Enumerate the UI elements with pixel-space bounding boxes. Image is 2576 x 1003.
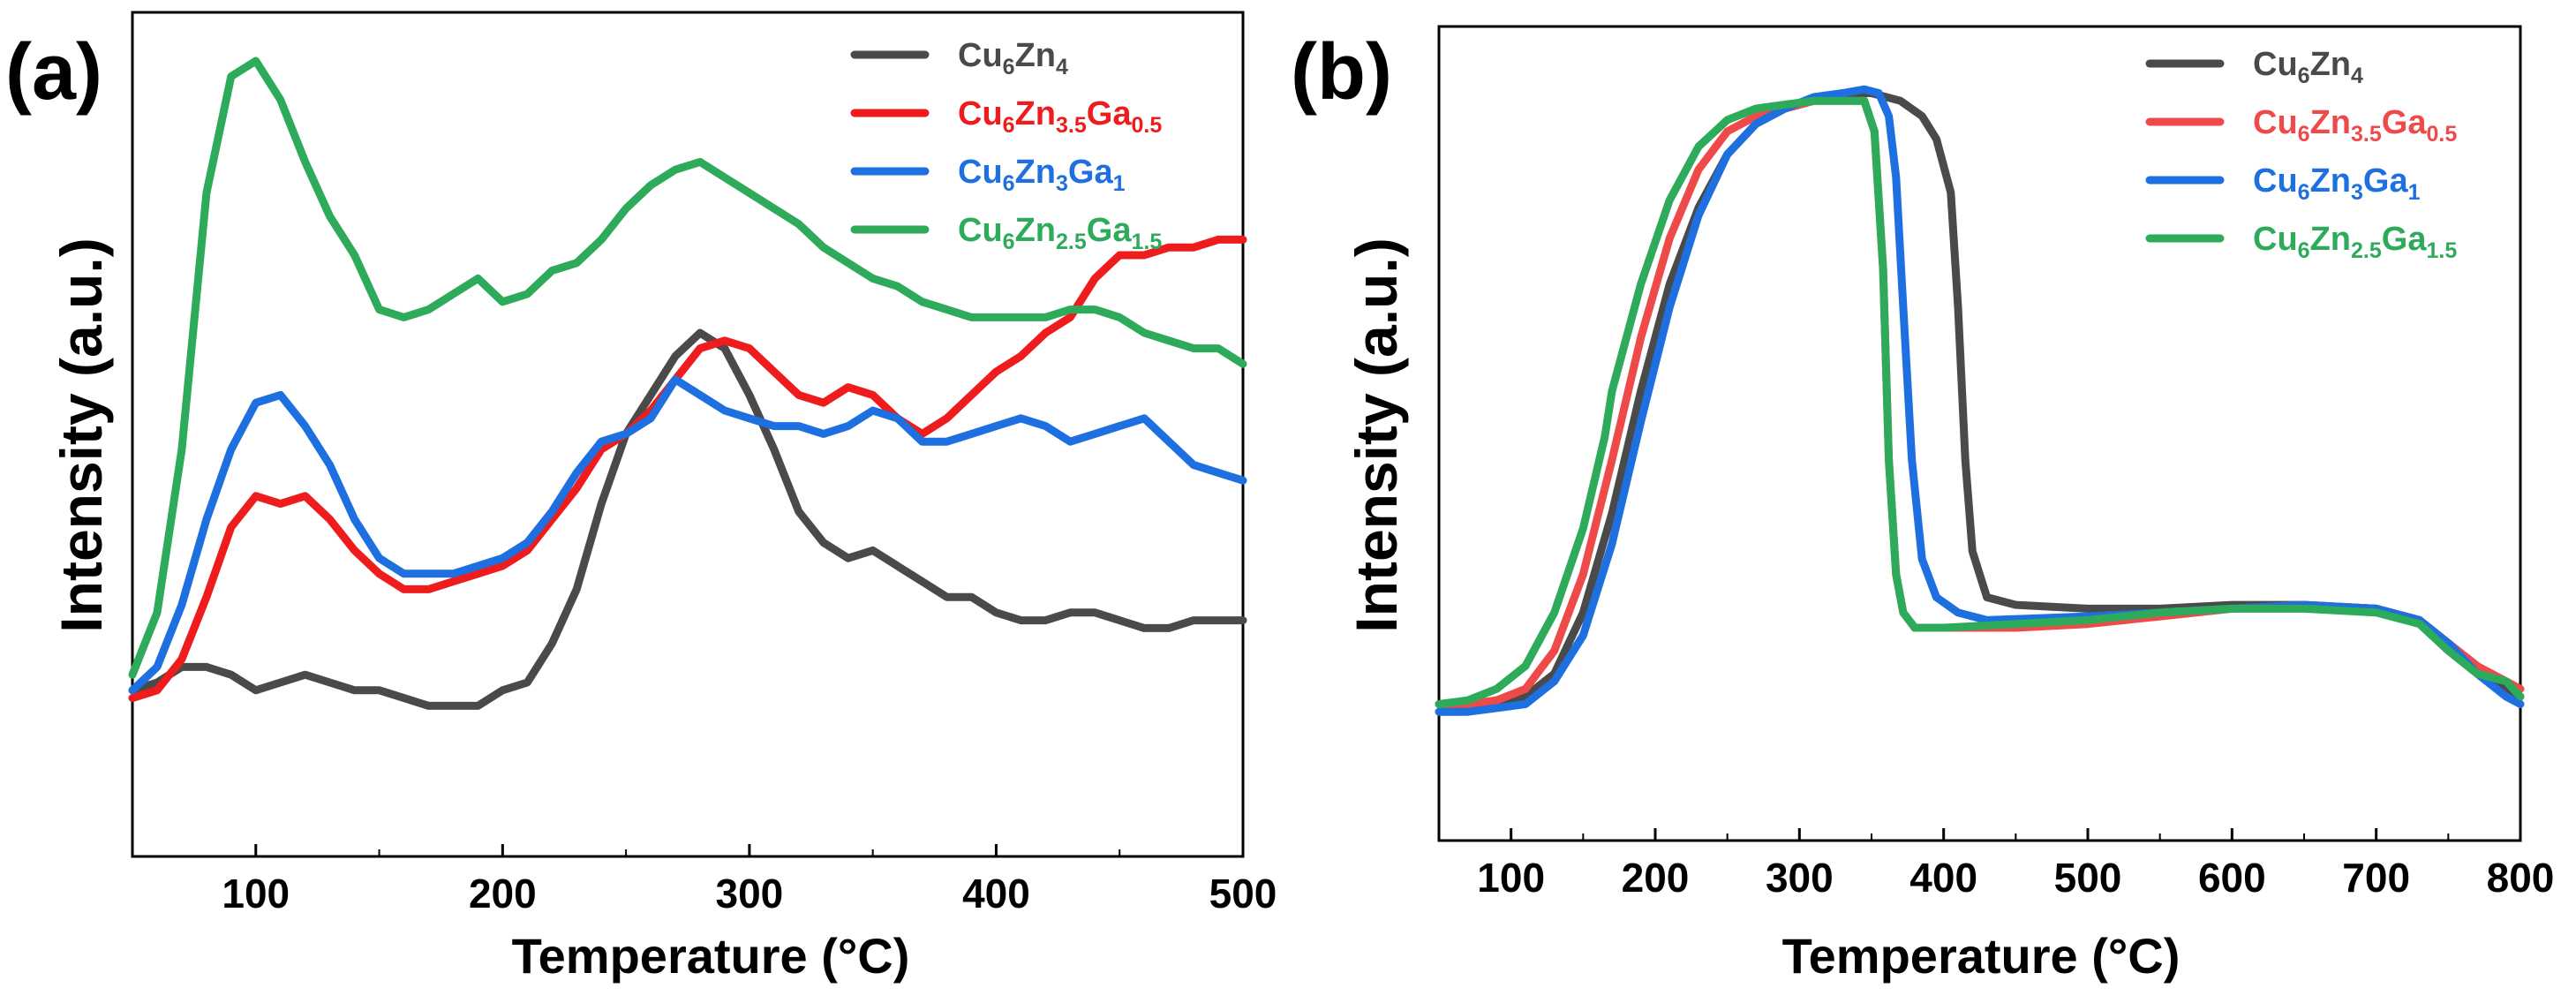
legend-label-3: Cu6Zn2.5Ga1.5 <box>958 212 1162 254</box>
panel-b-series <box>1435 85 2525 716</box>
panel-a-x-ticks: 100 200 300 400 500 <box>132 844 1277 916</box>
panel-b-y-axis-label: Intensity (a.u.) <box>1344 238 1409 632</box>
x-tick-label: 400 <box>962 871 1030 916</box>
x-tick-label: 600 <box>2198 855 2266 901</box>
series-line-1 <box>128 235 1247 703</box>
series-line-3 <box>1435 96 2525 708</box>
panel-a-plot-frame <box>131 11 1245 858</box>
series-line-2 <box>128 375 1247 695</box>
panel-a-x-axis-label: Temperature (°C) <box>512 928 910 984</box>
panel-a: (a) Intensity (a.u.) Temperature (°C) 10… <box>5 11 1277 984</box>
legend-label-0: Cu6Zn4 <box>2253 46 2363 88</box>
panel-b: (b) Intensity (a.u.) Temperature (°C) 10… <box>1291 25 2555 984</box>
x-tick-label: 500 <box>2054 855 2122 901</box>
panel-a-label: (a) <box>5 28 102 117</box>
x-tick-label: 100 <box>222 871 290 916</box>
legend-label-1: Cu6Zn3.5Ga0.5 <box>958 95 1162 138</box>
x-tick-label: 100 <box>1477 855 1545 901</box>
panel-b-label: (b) <box>1291 28 1392 117</box>
legend-label-0: Cu6Zn4 <box>958 37 1068 79</box>
panel-b-legend: Cu6Zn4 Cu6Zn3.5Ga0.5 Cu6Zn3Ga1 Cu6Zn2.5Ga1.… <box>2145 46 2457 263</box>
x-tick-label: 300 <box>716 871 784 916</box>
legend-label-2: Cu6Zn3Ga1 <box>958 154 1126 196</box>
panel-b-x-axis-label: Temperature (°C) <box>1782 928 2181 984</box>
panel-a-series <box>128 57 1247 710</box>
legend-label-2: Cu6Zn3Ga1 <box>2253 162 2421 205</box>
series-line-0 <box>128 328 1247 710</box>
x-tick-label: 800 <box>2487 855 2555 901</box>
panel-b-plot-frame <box>1437 25 2522 842</box>
panel-a-legend: Cu6Zn4 Cu6Zn3.5Ga0.5 Cu6Zn3Ga1 Cu6Zn2.5Ga1.… <box>850 37 1162 254</box>
x-tick-label: 300 <box>1766 855 1834 901</box>
legend-label-3: Cu6Zn2.5Ga1.5 <box>2253 221 2457 263</box>
panel-b-x-ticks: 100 200 300 400 500 600 700 800 <box>1438 828 2555 901</box>
legend-label-1: Cu6Zn3.5Ga0.5 <box>2253 104 2457 147</box>
x-tick-label: 200 <box>1622 855 1690 901</box>
x-tick-label: 200 <box>469 871 537 916</box>
x-tick-label: 700 <box>2342 855 2410 901</box>
x-tick-label: 400 <box>1909 855 1977 901</box>
series-line-3 <box>128 57 1247 679</box>
x-tick-label: 500 <box>1209 871 1277 916</box>
panel-a-y-axis-label: Intensity (a.u.) <box>49 238 114 632</box>
